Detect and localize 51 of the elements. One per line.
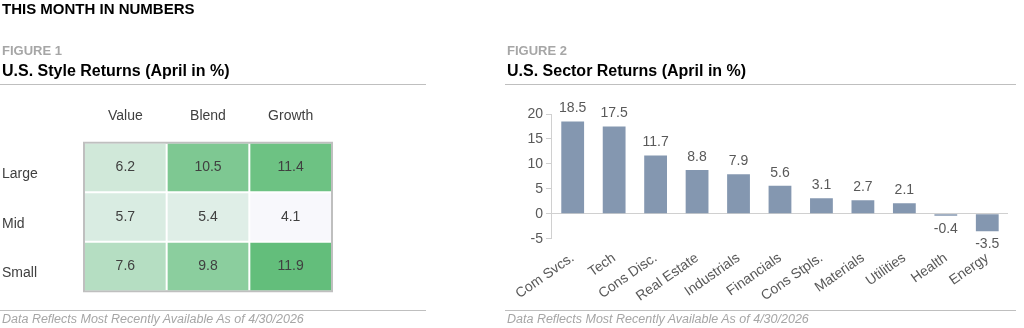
data-label: 5.7 xyxy=(115,207,136,224)
bar xyxy=(810,198,833,214)
y-tick-label: 5 xyxy=(535,179,544,196)
data-label: 9.8 xyxy=(198,257,218,274)
data-label: 5.6 xyxy=(770,163,790,180)
x-tick-label: Value xyxy=(107,107,143,124)
bar xyxy=(892,203,916,214)
data-label: 3.1 xyxy=(811,176,832,193)
text: Data Reflects Most Recently Available As of 4/30/2026 xyxy=(507,312,809,326)
y-tick-label: 0 xyxy=(535,204,544,221)
x-tick-label: Blend xyxy=(190,107,226,124)
data-label: 11.4 xyxy=(277,158,304,175)
y-tick-label: Large xyxy=(2,165,39,182)
data-label: 2.1 xyxy=(894,181,915,198)
data-label: 11.7 xyxy=(642,133,669,150)
y-tick-label: 10 xyxy=(527,154,544,171)
bar xyxy=(602,126,626,214)
chart-title: U.S. Sector Returns (April in %) xyxy=(507,62,747,80)
data-label: 2.7 xyxy=(853,178,873,195)
data-label: 4.1 xyxy=(280,207,301,224)
data-label: 6.2 xyxy=(115,158,136,175)
text: THIS MONTH IN NUMBERS xyxy=(2,0,195,17)
data-label: 8.8 xyxy=(687,147,708,164)
data-label: 17.5 xyxy=(600,104,628,121)
bar xyxy=(561,121,585,214)
data-label: 18.5 xyxy=(559,99,587,116)
x-tick-label: Growth xyxy=(268,107,314,124)
y-tick-label: 20 xyxy=(527,104,544,121)
bar xyxy=(644,155,668,214)
bar xyxy=(685,169,709,214)
chart-title: U.S. Style Returns (April in %) xyxy=(2,62,230,80)
bar xyxy=(975,214,999,232)
data-label: -0.4 xyxy=(933,219,959,236)
data-label: 7.9 xyxy=(728,152,749,169)
y-tick-label: Small xyxy=(2,264,38,281)
data-label: 11.9 xyxy=(277,257,304,274)
bar xyxy=(727,174,750,214)
data-label: 7.6 xyxy=(115,257,136,274)
x-tick-label: Tech xyxy=(584,249,619,280)
caption: FIGURE 1 xyxy=(2,43,63,58)
data-label: 5.4 xyxy=(198,207,218,224)
data-label: -3.5 xyxy=(975,235,1000,252)
bar xyxy=(851,200,875,214)
text: Data Reflects Most Recently Available As of 4/30/2026 xyxy=(2,312,304,326)
y-tick-label: Mid xyxy=(2,214,25,231)
data-label: 10.5 xyxy=(194,158,222,175)
caption: FIGURE 2 xyxy=(507,43,567,58)
y-tick-label: -5 xyxy=(530,229,544,246)
x-tick-label: Com Svcs. xyxy=(512,249,577,302)
bar xyxy=(768,185,792,214)
y-tick-label: 15 xyxy=(527,129,544,146)
